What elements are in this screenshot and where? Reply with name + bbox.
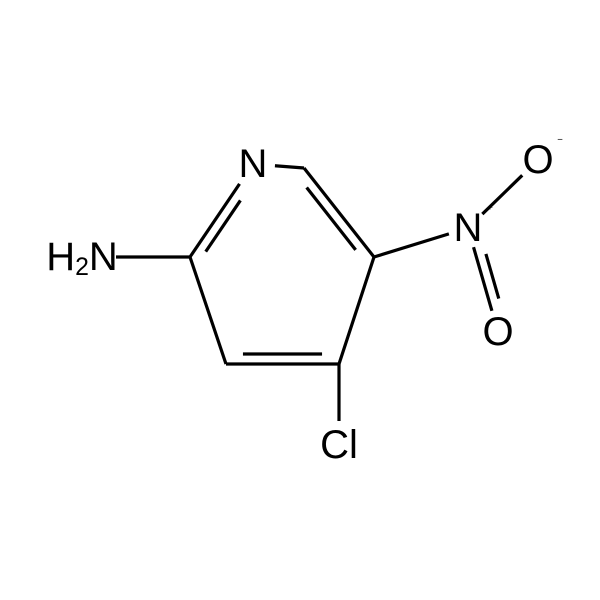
- svg-text:O: O: [522, 138, 553, 182]
- bond-C3-C4: [226, 354, 339, 364]
- atom-O1: O−: [522, 135, 563, 183]
- bond-C2-C3: [190, 257, 226, 364]
- bond-C6-N1: [275, 166, 304, 168]
- atom-N_no: N+: [454, 203, 494, 251]
- bond-C5-C6: [304, 168, 374, 257]
- bond-C4-C5: [339, 257, 374, 364]
- charge-O1: −: [557, 135, 563, 146]
- bond-N1-C2: [190, 184, 240, 257]
- atom-Cl: Cl: [320, 423, 358, 467]
- svg-text:Cl: Cl: [320, 423, 358, 467]
- svg-text:N: N: [454, 206, 483, 250]
- svg-text:O: O: [482, 310, 513, 354]
- svg-text:N: N: [239, 142, 268, 186]
- molecule-diagram: NH2NClN+O−O: [0, 0, 600, 600]
- charge-N_no: +: [487, 203, 493, 214]
- bond-N_no-O2: [474, 247, 499, 311]
- atom-N1: N: [239, 142, 268, 186]
- bond-C5-N_no: [374, 234, 449, 257]
- atom-N_am: H2N: [46, 235, 118, 281]
- atom-O2: O: [482, 310, 513, 354]
- svg-text:H2N: H2N: [46, 235, 118, 281]
